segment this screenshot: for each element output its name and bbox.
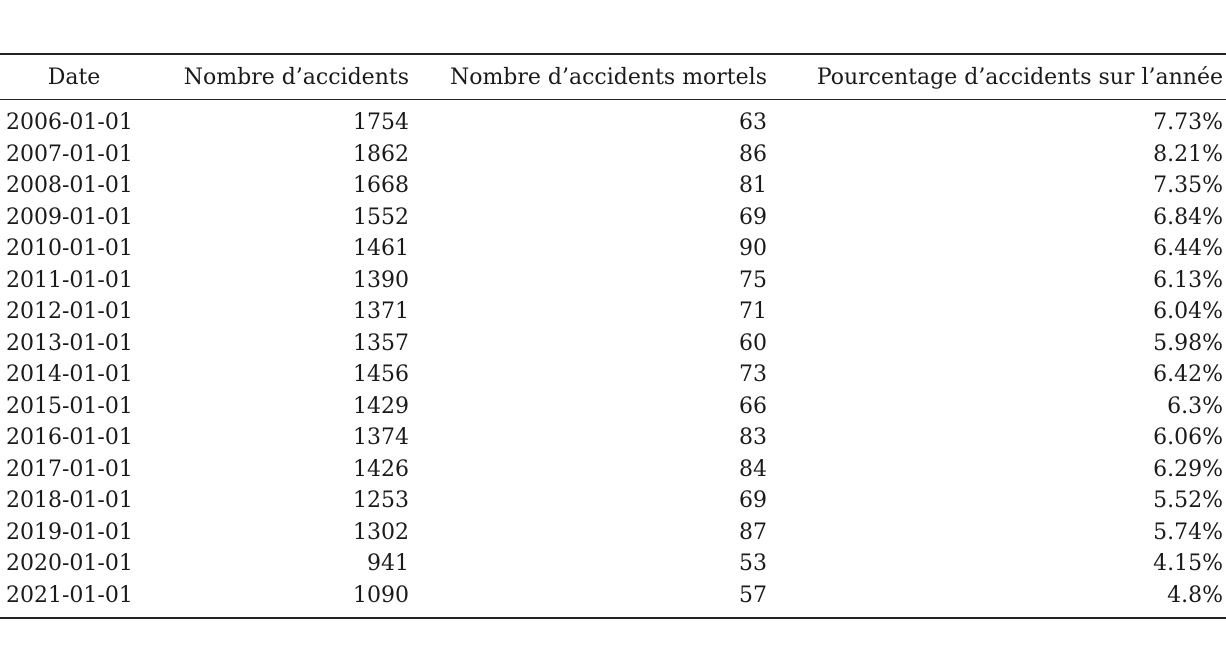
header-accidents: Nombre d’accidents xyxy=(183,64,409,90)
cell-accidents: 1302 xyxy=(353,519,409,545)
table-row: 2015-01-01 1429 66 6.3% xyxy=(0,391,1226,423)
cell-date: 2019-01-01 xyxy=(6,519,133,545)
accidents-table: Date Nombre d’accidents Nombre d’acciden… xyxy=(0,53,1226,619)
cell-percentage: 4.8% xyxy=(1167,582,1223,608)
cell-date: 2007-01-01 xyxy=(6,141,133,167)
cell-accidents: 1456 xyxy=(353,362,409,387)
cell-percentage: 5.98% xyxy=(1153,330,1223,356)
cell-accidents: 1357 xyxy=(353,330,409,356)
header-fatal-accidents: Nombre d’accidents mortels xyxy=(449,64,767,90)
table-row: 2006-01-01 1754 63 7.73% xyxy=(0,100,1226,139)
table-row: 2021-01-01 1090 57 4.8% xyxy=(0,580,1226,618)
cell-percentage: 6.06% xyxy=(1153,425,1223,450)
cell-date: 2015-01-01 xyxy=(6,393,133,419)
cell-accidents: 1253 xyxy=(353,488,409,513)
table-row: 2009-01-01 1552 69 6.84% xyxy=(0,202,1226,234)
cell-fatal-accidents: 57 xyxy=(739,582,767,608)
table-row: 2018-01-01 1253 69 5.52% xyxy=(0,485,1226,517)
header-percentage: Pourcentage d’accidents sur l’année xyxy=(816,64,1223,90)
cell-fatal-accidents: 69 xyxy=(739,488,767,513)
table-row: 2020-01-01 941 53 4.15% xyxy=(0,548,1226,580)
table-row: 2008-01-01 1668 81 7.35% xyxy=(0,170,1226,202)
cell-fatal-accidents: 60 xyxy=(739,330,767,356)
table-row: 2017-01-01 1426 84 6.29% xyxy=(0,454,1226,486)
cell-percentage: 6.44% xyxy=(1153,236,1223,261)
cell-fatal-accidents: 66 xyxy=(739,393,767,419)
table-row: 2016-01-01 1374 83 6.06% xyxy=(0,422,1226,454)
cell-accidents: 1862 xyxy=(353,141,409,167)
cell-accidents: 941 xyxy=(367,551,409,576)
cell-accidents: 1429 xyxy=(353,393,409,419)
cell-fatal-accidents: 73 xyxy=(739,362,767,387)
cell-accidents: 1668 xyxy=(353,173,409,198)
cell-date: 2012-01-01 xyxy=(6,299,133,324)
cell-date: 2016-01-01 xyxy=(6,425,133,450)
cell-fatal-accidents: 69 xyxy=(739,204,767,230)
cell-accidents: 1754 xyxy=(353,110,409,135)
cell-date: 2009-01-01 xyxy=(6,204,133,230)
cell-accidents: 1552 xyxy=(353,204,409,230)
table-row: 2019-01-01 1302 87 5.74% xyxy=(0,517,1226,549)
cell-accidents: 1426 xyxy=(353,456,409,482)
cell-percentage: 8.21% xyxy=(1153,141,1223,167)
accidents-table-container: Date Nombre d’accidents Nombre d’acciden… xyxy=(0,53,1226,619)
cell-percentage: 6.3% xyxy=(1167,393,1223,419)
cell-fatal-accidents: 84 xyxy=(739,456,767,482)
cell-date: 2006-01-01 xyxy=(6,110,133,135)
cell-percentage: 7.35% xyxy=(1153,173,1223,198)
table-row: 2012-01-01 1371 71 6.04% xyxy=(0,296,1226,328)
cell-percentage: 5.74% xyxy=(1153,519,1223,545)
cell-date: 2008-01-01 xyxy=(6,173,133,198)
cell-date: 2014-01-01 xyxy=(6,362,133,387)
header-date: Date xyxy=(47,64,101,90)
cell-date: 2011-01-01 xyxy=(6,267,133,293)
table-row: 2013-01-01 1357 60 5.98% xyxy=(0,328,1226,360)
cell-accidents: 1371 xyxy=(353,299,409,324)
cell-accidents: 1090 xyxy=(353,582,409,608)
cell-date: 2010-01-01 xyxy=(6,236,133,261)
cell-fatal-accidents: 63 xyxy=(739,110,767,135)
table-row: 2010-01-01 1461 90 6.44% xyxy=(0,233,1226,265)
cell-date: 2021-01-01 xyxy=(6,582,133,608)
cell-percentage: 6.04% xyxy=(1153,299,1223,324)
cell-percentage: 4.15% xyxy=(1153,551,1223,576)
cell-percentage: 7.73% xyxy=(1153,110,1223,135)
cell-fatal-accidents: 90 xyxy=(739,236,767,261)
cell-fatal-accidents: 81 xyxy=(739,173,767,198)
cell-date: 2020-01-01 xyxy=(6,551,133,576)
cell-fatal-accidents: 53 xyxy=(739,551,767,576)
cell-date: 2013-01-01 xyxy=(6,330,133,356)
cell-accidents: 1374 xyxy=(353,425,409,450)
cell-percentage: 6.29% xyxy=(1153,456,1223,482)
table-body: 2006-01-01 1754 63 7.73% 2007-01-01 1862 86 8.2… xyxy=(0,100,1226,618)
header-row: Date Nombre d’accidents Nombre d’acciden… xyxy=(0,54,1226,100)
cell-fatal-accidents: 75 xyxy=(739,267,767,293)
cell-fatal-accidents: 86 xyxy=(739,141,767,167)
table-header: Date Nombre d’accidents Nombre d’acciden… xyxy=(0,54,1226,100)
cell-percentage: 6.42% xyxy=(1153,362,1223,387)
cell-accidents: 1390 xyxy=(353,267,409,293)
cell-fatal-accidents: 87 xyxy=(739,519,767,545)
cell-fatal-accidents: 83 xyxy=(739,425,767,450)
table-row: 2007-01-01 1862 86 8.21% xyxy=(0,139,1226,171)
cell-accidents: 1461 xyxy=(353,236,409,261)
cell-percentage: 5.52% xyxy=(1153,488,1223,513)
cell-date: 2017-01-01 xyxy=(6,456,133,482)
cell-percentage: 6.84% xyxy=(1153,204,1223,230)
table-row: 2014-01-01 1456 73 6.42% xyxy=(0,359,1226,391)
cell-date: 2018-01-01 xyxy=(6,488,133,513)
cell-fatal-accidents: 71 xyxy=(739,299,767,324)
cell-percentage: 6.13% xyxy=(1153,267,1223,293)
table-row: 2011-01-01 1390 75 6.13% xyxy=(0,265,1226,297)
